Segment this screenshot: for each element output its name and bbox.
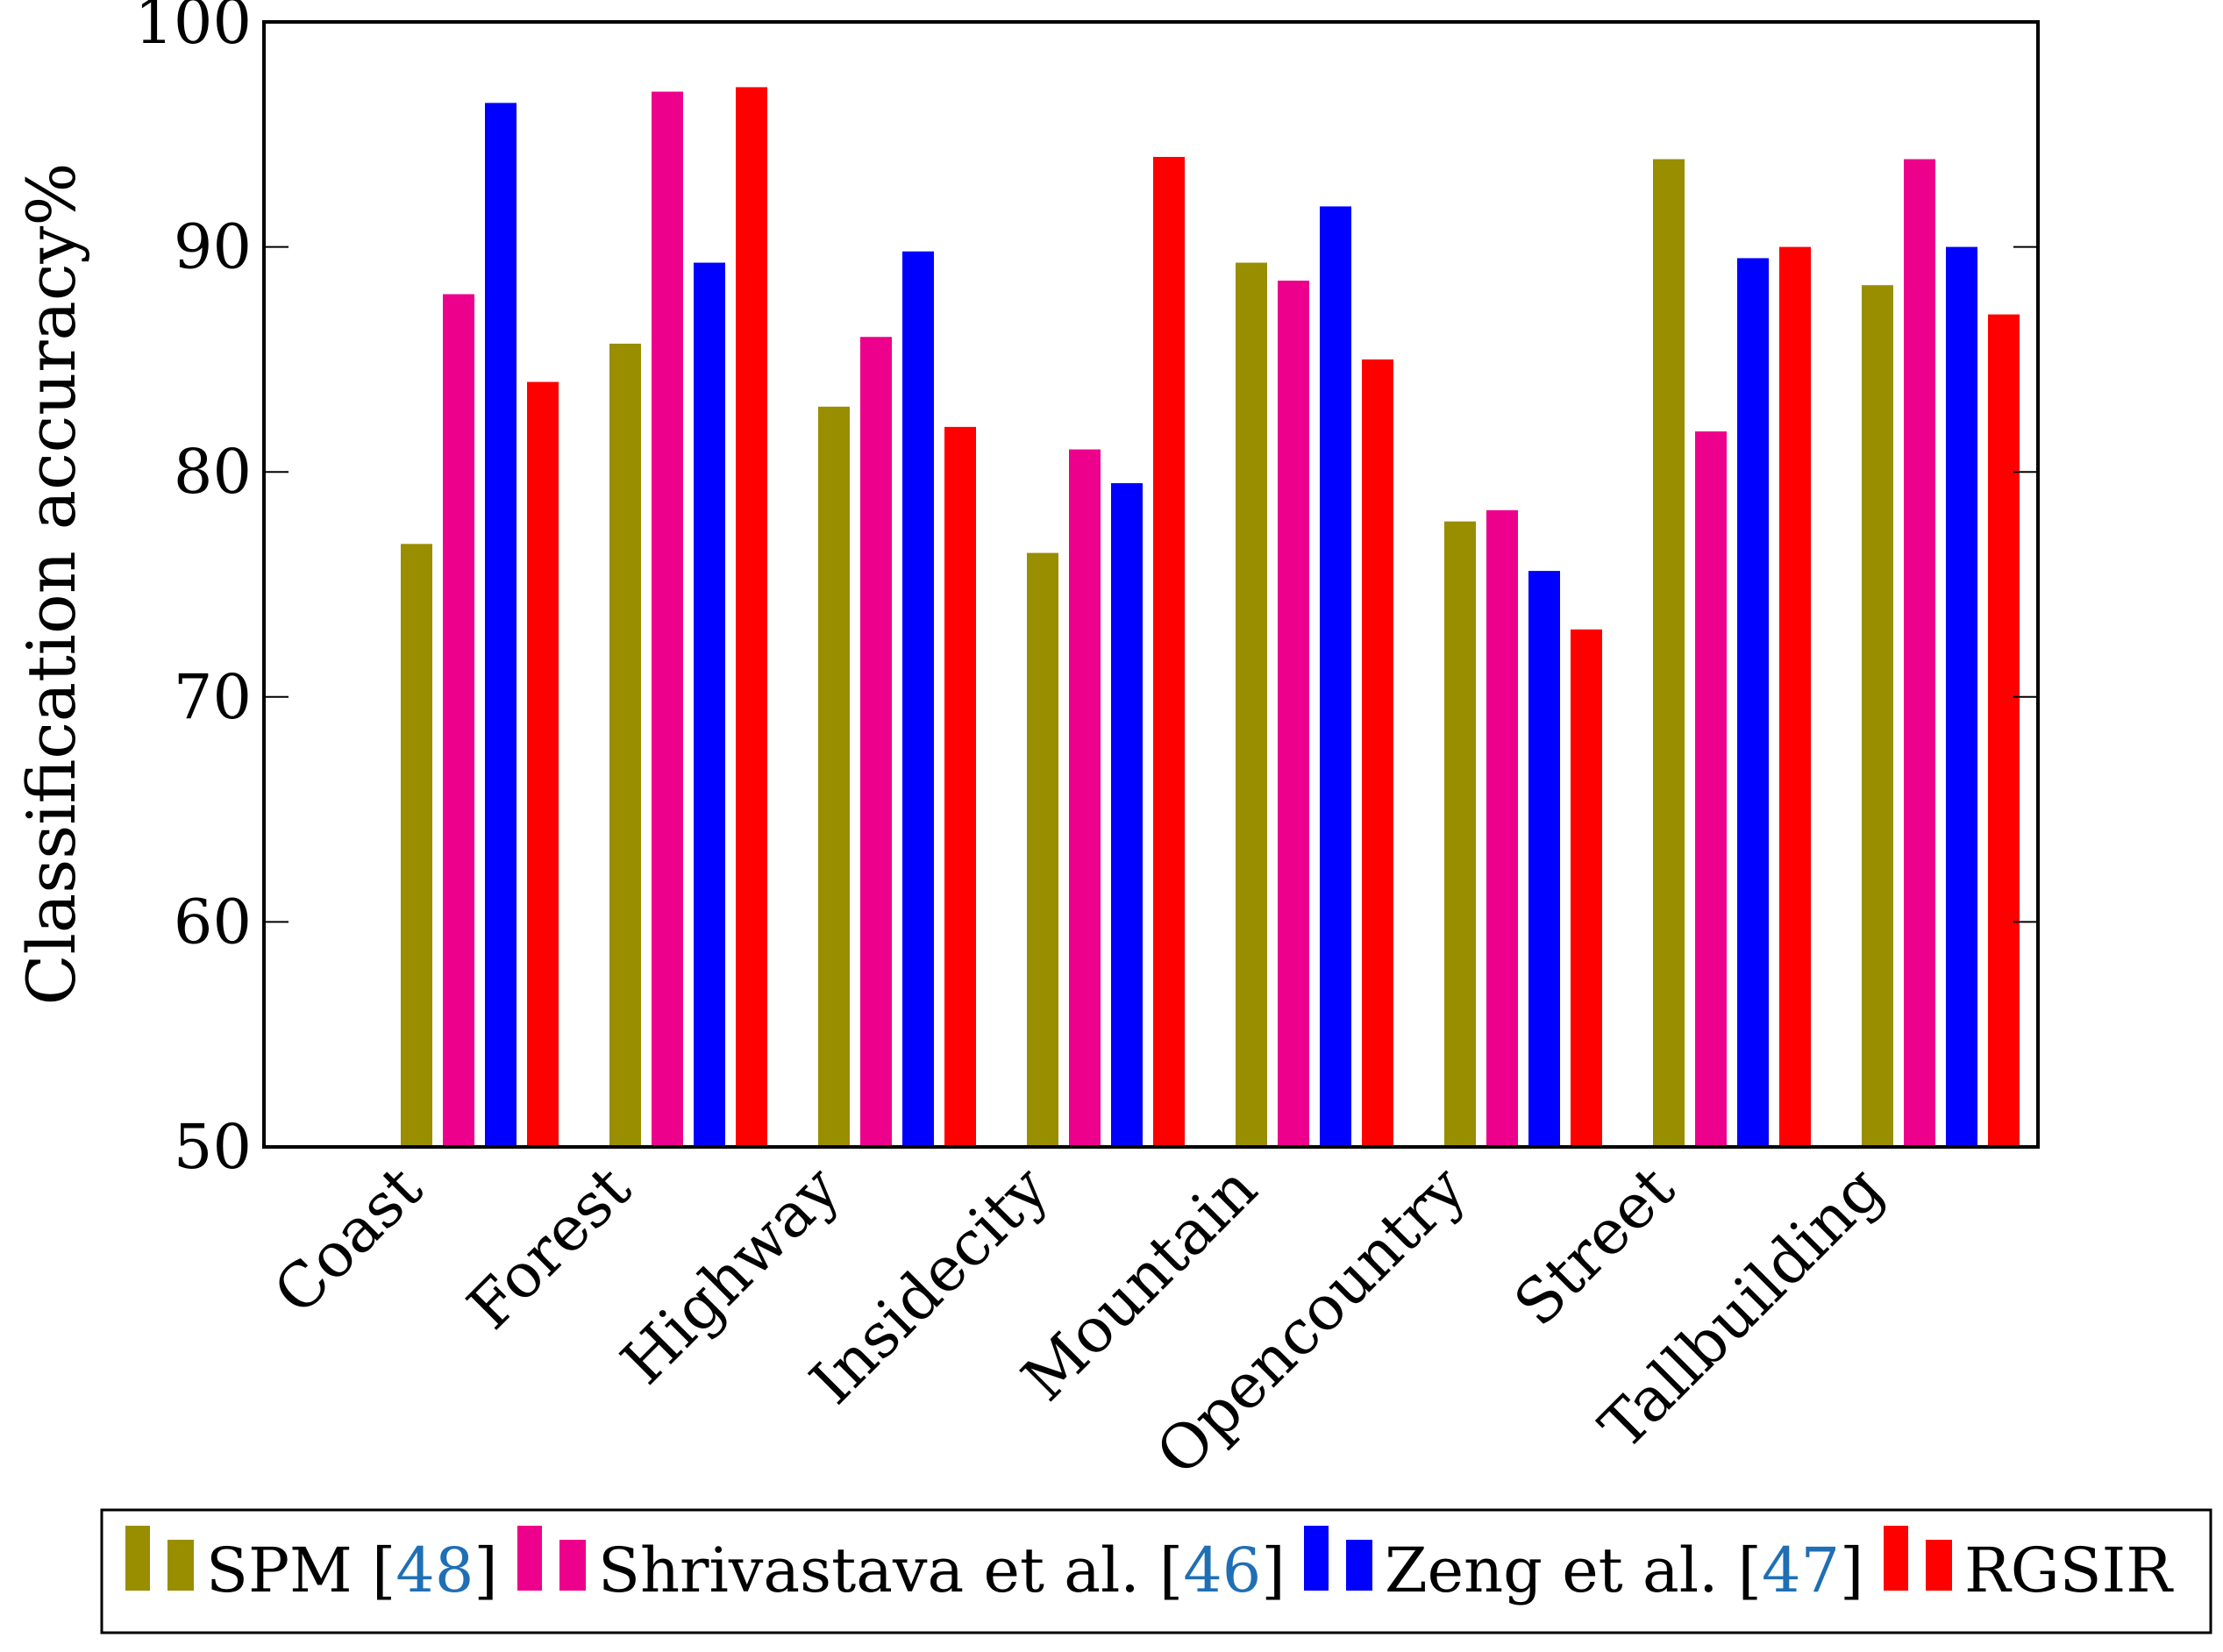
bar-insidecity-series-2 <box>1069 449 1101 1147</box>
legend-label-series-4: RGSIR <box>1964 1535 2174 1606</box>
bar-street-series-3 <box>1737 258 1769 1147</box>
plot-frame <box>262 20 2040 1149</box>
bar-forest-series-4 <box>736 87 767 1147</box>
x-tick-label-street: Street <box>1500 1152 1688 1340</box>
legend-swatch-bar-2 <box>1926 1540 1952 1591</box>
y-tick-label: 50 <box>174 1111 252 1183</box>
y-tick-label: 90 <box>174 211 252 283</box>
legend-frame <box>100 1508 2212 1634</box>
x-tick-label-coast: Coast <box>260 1152 436 1328</box>
citation-link: 48 <box>395 1535 474 1606</box>
legend-swatch-bar-1 <box>517 1526 542 1591</box>
bar-opencountry-series-2 <box>1486 509 1518 1147</box>
bars-layer <box>401 87 2020 1148</box>
y-tick-label: 70 <box>174 661 252 733</box>
legend-swatch-bar-2 <box>559 1540 586 1591</box>
bar-tallbuilding-series-3 <box>1946 246 1977 1148</box>
bar-opencountry-series-3 <box>1528 571 1560 1147</box>
bar-tallbuilding-series-4 <box>1988 314 2020 1148</box>
bar-coast-series-3 <box>485 103 517 1148</box>
bar-opencountry-series-4 <box>1571 629 1602 1147</box>
citation-link: 47 <box>1762 1535 1840 1606</box>
bar-mountain-series-1 <box>1236 262 1267 1147</box>
bar-highway-series-1 <box>818 406 850 1147</box>
bar-coast-series-4 <box>527 381 559 1147</box>
y-axis: 50 60 70 80 90 100 <box>134 0 2038 1183</box>
bar-mountain-series-3 <box>1320 206 1351 1148</box>
bar-mountain-series-2 <box>1278 281 1309 1148</box>
bar-insidecity-series-4 <box>1153 156 1185 1148</box>
bar-insidecity-series-1 <box>1027 552 1058 1147</box>
bar-tallbuilding-series-1 <box>1862 285 1893 1147</box>
bar-highway-series-4 <box>944 426 976 1147</box>
bar-coast-series-1 <box>401 544 432 1147</box>
citation-link: 46 <box>1183 1535 1261 1606</box>
bar-highway-series-3 <box>902 251 934 1147</box>
legend-swatch-bar-1 <box>1304 1526 1329 1591</box>
bar-street-series-2 <box>1695 431 1727 1148</box>
bar-forest-series-2 <box>652 91 683 1147</box>
y-tick-label: 80 <box>174 436 252 508</box>
bar-forest-series-3 <box>694 262 725 1147</box>
legend-swatch-bar-2 <box>167 1540 194 1591</box>
x-tick-label-forest: Forest <box>453 1152 645 1343</box>
bar-mountain-series-4 <box>1362 359 1393 1147</box>
bar-tallbuilding-series-2 <box>1904 159 1935 1147</box>
legend: SPM [48] Shrivastava et al. [46] Zeng et a… <box>100 1508 2212 1634</box>
bar-street-series-1 <box>1653 159 1685 1147</box>
legend-swatch-bar-2 <box>1346 1540 1372 1591</box>
y-tick-label: 60 <box>174 886 252 958</box>
bar-coast-series-2 <box>443 294 474 1148</box>
bar-highway-series-2 <box>860 337 892 1147</box>
legend-label-series-2: Shrivastava et al. [46] <box>598 1535 1286 1606</box>
bar-forest-series-1 <box>609 343 641 1147</box>
x-axis: Coast ForestHighwayInsidecityMountainOpen… <box>260 1152 1897 1490</box>
bar-street-series-4 <box>1779 246 1811 1148</box>
y-tick-label: 100 <box>134 0 252 58</box>
y-axis-label: Classification accuracy% <box>12 162 90 1005</box>
legend-label-series-1: SPM [48] <box>206 1535 498 1606</box>
bar-opencountry-series-1 <box>1444 521 1476 1147</box>
legend-swatch-bar-1 <box>125 1526 150 1591</box>
legend-swatch-bar-1 <box>1884 1526 1908 1591</box>
bar-insidecity-series-3 <box>1111 483 1143 1147</box>
legend-label-series-3: Zeng et al. [47] <box>1385 1535 1863 1606</box>
